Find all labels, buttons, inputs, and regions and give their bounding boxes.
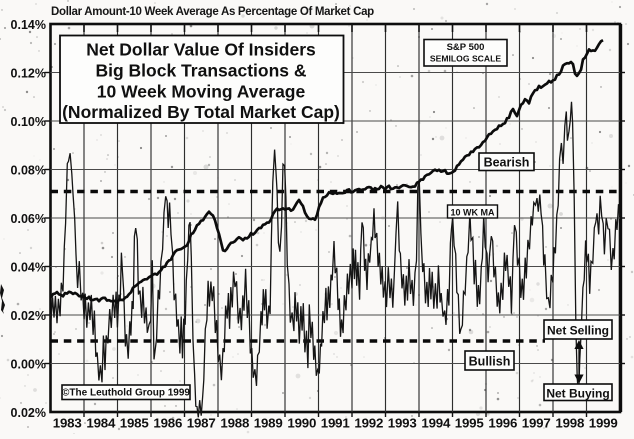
svg-text:1995: 1995 (455, 416, 485, 431)
svg-text:1986: 1986 (153, 416, 182, 431)
svg-text:0.02%: 0.02% (11, 309, 46, 323)
svg-text:1987: 1987 (187, 416, 216, 431)
svg-text:1990: 1990 (287, 416, 316, 431)
svg-text:1984: 1984 (86, 416, 116, 431)
svg-text:0.06%: 0.06% (11, 212, 46, 226)
svg-text:1983: 1983 (53, 416, 82, 431)
svg-text:S&P 500: S&P 500 (447, 42, 485, 53)
svg-text:10 Week Moving Average: 10 Week Moving Average (97, 82, 306, 102)
svg-text:Net Dollar Value Of Insiders: Net Dollar Value Of Insiders (86, 40, 316, 60)
svg-text:SEMILOG SCALE: SEMILOG SCALE (430, 54, 501, 64)
svg-text:Bearish: Bearish (484, 156, 530, 170)
svg-text:Dollar Amount-10 Week Average: Dollar Amount-10 Week Average As Percent… (51, 6, 374, 18)
svg-text:0.14%: 0.14% (11, 18, 46, 32)
svg-text:0.04%: 0.04% (11, 261, 46, 275)
svg-text:©The Leuthold Group 1999: ©The Leuthold Group 1999 (62, 388, 190, 399)
svg-text:1998: 1998 (555, 416, 584, 431)
svg-text:0.10%: 0.10% (11, 115, 46, 129)
svg-text:Bullish: Bullish (469, 355, 511, 369)
svg-text:0.12%: 0.12% (11, 67, 46, 81)
svg-text:1988: 1988 (220, 416, 249, 431)
svg-text:10 WK MA: 10 WK MA (450, 208, 495, 218)
svg-text:1993: 1993 (388, 416, 417, 431)
svg-text:1985: 1985 (120, 416, 150, 431)
svg-text:Big Block Transactions &: Big Block Transactions & (95, 61, 306, 81)
svg-text:Net Buying: Net Buying (546, 387, 609, 401)
svg-text:(Normalized By Total Market Ca: (Normalized By Total Market Cap) (62, 102, 340, 122)
svg-text:1992: 1992 (354, 416, 383, 431)
svg-text:1996: 1996 (488, 416, 517, 431)
svg-text:0.02%: 0.02% (11, 406, 46, 420)
svg-text:0.00%: 0.00% (11, 358, 46, 372)
svg-text:1999: 1999 (589, 416, 618, 431)
svg-text:Net Selling: Net Selling (547, 324, 609, 338)
svg-text:1989: 1989 (254, 416, 283, 431)
svg-text:1994: 1994 (421, 416, 451, 431)
svg-text:0.08%: 0.08% (11, 164, 46, 178)
svg-text:1997: 1997 (522, 416, 551, 431)
svg-text:1991: 1991 (321, 416, 351, 431)
